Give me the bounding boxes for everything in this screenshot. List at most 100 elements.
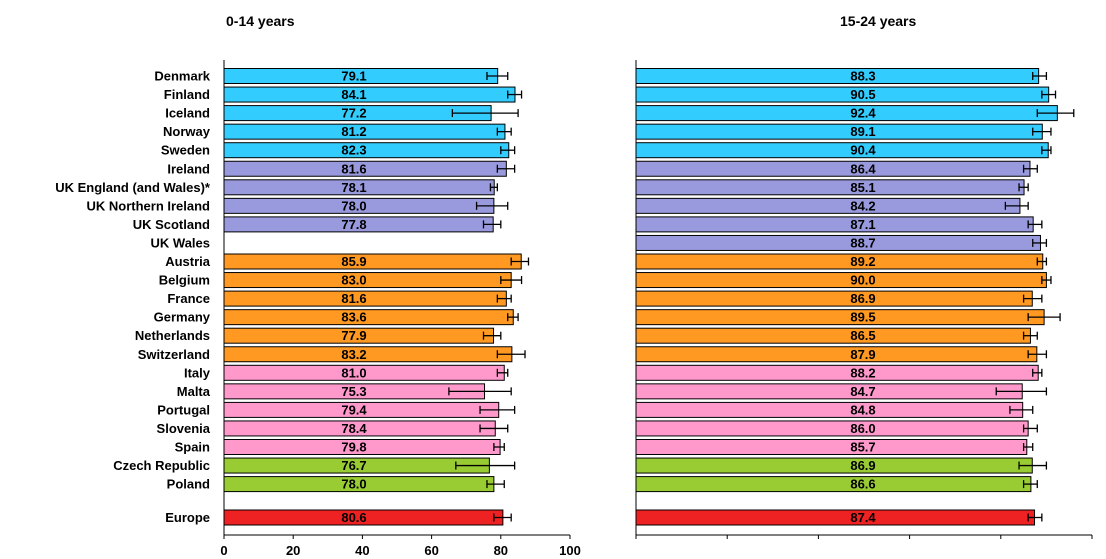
data-label: 78.4 [341, 421, 367, 436]
category-label: Spain [175, 440, 210, 455]
data-label: 75.3 [341, 384, 366, 399]
data-label: 88.2 [850, 365, 875, 380]
bar [635, 86, 1050, 103]
data-label: 88.7 [850, 235, 875, 250]
bar [635, 420, 1029, 437]
category-label: Portugal [157, 402, 210, 417]
data-label: 82.3 [341, 143, 366, 158]
data-label: 83.2 [341, 347, 366, 362]
category-labels: Denmark Finland Iceland Norway Sweden Ireland… [55, 69, 211, 526]
category-label: Norway [163, 124, 211, 139]
bar [635, 364, 1039, 381]
bar [223, 272, 512, 289]
data-label: 80.6 [341, 510, 366, 525]
data-label: 90.0 [850, 273, 875, 288]
bar [635, 253, 1044, 270]
panel-15-24-years: 88.3 90.5 92.4 89.1 90.4 86.4 85.1 84.2 87.1 88.7… [635, 60, 1093, 539]
x-tick-label: 20 [286, 543, 300, 558]
data-label: 81.6 [341, 291, 366, 306]
x-tick-label: 0 [220, 543, 227, 558]
category-label: Poland [167, 477, 210, 492]
bar [635, 290, 1033, 307]
data-label: 87.1 [850, 217, 875, 232]
data-label: 88.3 [850, 69, 875, 84]
data-label: 84.2 [850, 198, 875, 213]
data-label: 90.4 [850, 143, 876, 158]
data-label: 84.1 [341, 87, 366, 102]
data-label: 78.0 [341, 198, 366, 213]
bar [635, 457, 1033, 474]
bar [635, 401, 1024, 418]
x-tick-label: 60 [424, 543, 438, 558]
bar [635, 105, 1058, 122]
bar [635, 123, 1043, 140]
bar [635, 142, 1049, 159]
bar [635, 383, 1023, 400]
bar [223, 86, 516, 103]
x-tick-label: 40 [355, 543, 369, 558]
data-label: 86.5 [850, 328, 875, 343]
data-label: 86.6 [850, 477, 875, 492]
category-label: Switzerland [138, 347, 210, 362]
category-label: Denmark [154, 69, 210, 84]
data-label: 90.5 [850, 87, 875, 102]
data-label: 86.9 [850, 458, 875, 473]
data-label: 79.4 [341, 402, 367, 417]
data-label: 77.9 [341, 328, 366, 343]
data-label: 84.8 [850, 402, 875, 417]
data-label: 86.4 [850, 161, 876, 176]
category-label: Belgium [159, 273, 210, 288]
data-label: 85.7 [850, 440, 875, 455]
data-label: 77.2 [341, 106, 366, 121]
bar [635, 327, 1031, 344]
bar [635, 197, 1021, 214]
data-label: 86.0 [850, 421, 875, 436]
data-label: 85.1 [850, 180, 875, 195]
category-label: UK Scotland [133, 217, 210, 232]
x-tick-label: 100 [559, 543, 581, 558]
data-label: 83.6 [341, 310, 366, 325]
panel-0-14-years: 0 20 40 60 80 100 79.1 84.1 77.2 81.2 82.3 81.6 78.1… [220, 60, 581, 558]
data-label: 89.2 [850, 254, 875, 269]
category-label: Slovenia [157, 421, 211, 436]
category-label: Ireland [167, 161, 210, 176]
data-label: 85.9 [341, 254, 366, 269]
data-label: 78.1 [341, 180, 366, 195]
category-label: Czech Republic [113, 458, 210, 473]
panel-title-0-14: 0-14 years [226, 13, 295, 29]
data-label: 81.0 [341, 365, 366, 380]
panel-title-15-24: 15-24 years [840, 13, 917, 29]
category-label: Sweden [161, 143, 210, 158]
bar [635, 234, 1041, 251]
data-label: 84.7 [850, 384, 875, 399]
category-label: Malta [177, 384, 211, 399]
bar [635, 68, 1040, 84]
data-label: 87.9 [850, 347, 875, 362]
bar [223, 253, 522, 270]
bar [635, 476, 1032, 493]
category-label: Germany [154, 310, 211, 325]
bar [635, 216, 1034, 233]
bar [635, 160, 1031, 177]
data-label: 76.7 [341, 458, 366, 473]
bar [223, 309, 514, 326]
data-label: 81.6 [341, 161, 366, 176]
data-label: 83.0 [341, 273, 366, 288]
data-label: 86.9 [850, 291, 875, 306]
bar [635, 309, 1045, 326]
bar [635, 272, 1047, 289]
category-label: Europe [165, 510, 210, 525]
category-label: UK England (and Wales)* [55, 180, 211, 195]
category-label: Austria [165, 254, 211, 269]
bar [635, 346, 1038, 363]
bar [635, 509, 1036, 526]
data-label: 77.8 [341, 217, 366, 232]
category-label: Italy [184, 365, 211, 380]
category-label: Netherlands [135, 328, 210, 343]
category-label: Finland [164, 87, 210, 102]
bar [635, 179, 1025, 196]
data-label: 92.4 [850, 106, 876, 121]
bar [223, 346, 513, 363]
data-label: 87.4 [850, 510, 876, 525]
